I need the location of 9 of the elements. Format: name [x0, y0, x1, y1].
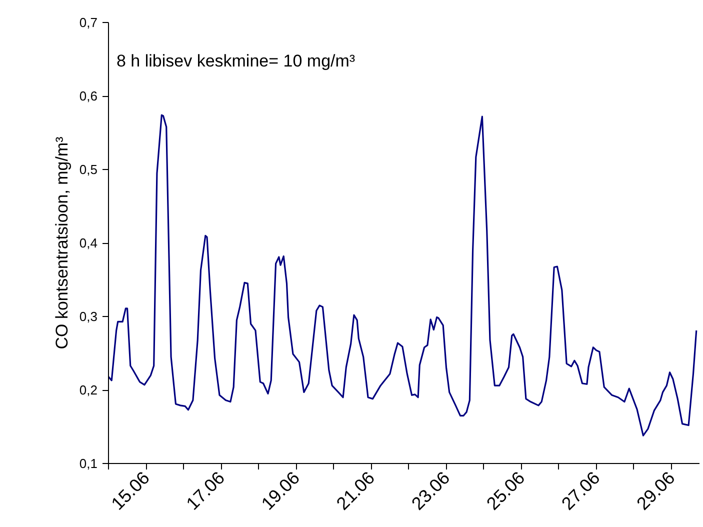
- y-tick-label: 0,7: [79, 15, 98, 30]
- y-tick-label: 0,3: [79, 309, 98, 324]
- y-tick-label: 0,2: [79, 382, 98, 398]
- y-tick-label: 0,5: [79, 162, 98, 177]
- y-axis-title: CO kontsentratsioon, mg/m³: [52, 136, 72, 350]
- y-tick-label: 0,1: [79, 456, 98, 471]
- y-tick-label: 0,4: [79, 236, 98, 250]
- y-tick-label: 0,6: [79, 88, 98, 104]
- annotation: 8 h libisev keskmine= 10 mg/m³: [116, 52, 356, 70]
